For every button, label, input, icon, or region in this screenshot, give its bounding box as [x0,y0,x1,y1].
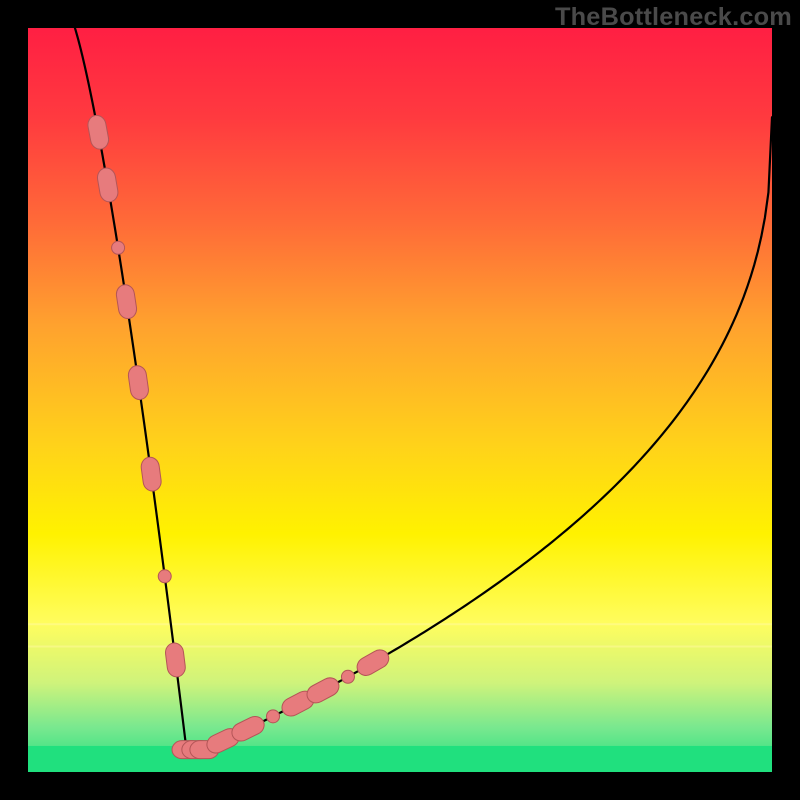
green-floor [28,746,772,772]
marker-dot [267,710,280,723]
marker-dot [158,570,171,583]
chart-root: TheBottleneck.com [0,0,800,800]
marker-dot [341,670,354,683]
marker-dot [112,241,125,254]
horizontal-band-1 [28,623,772,625]
watermark-text: TheBottleneck.com [555,3,792,32]
chart-svg [0,0,800,800]
